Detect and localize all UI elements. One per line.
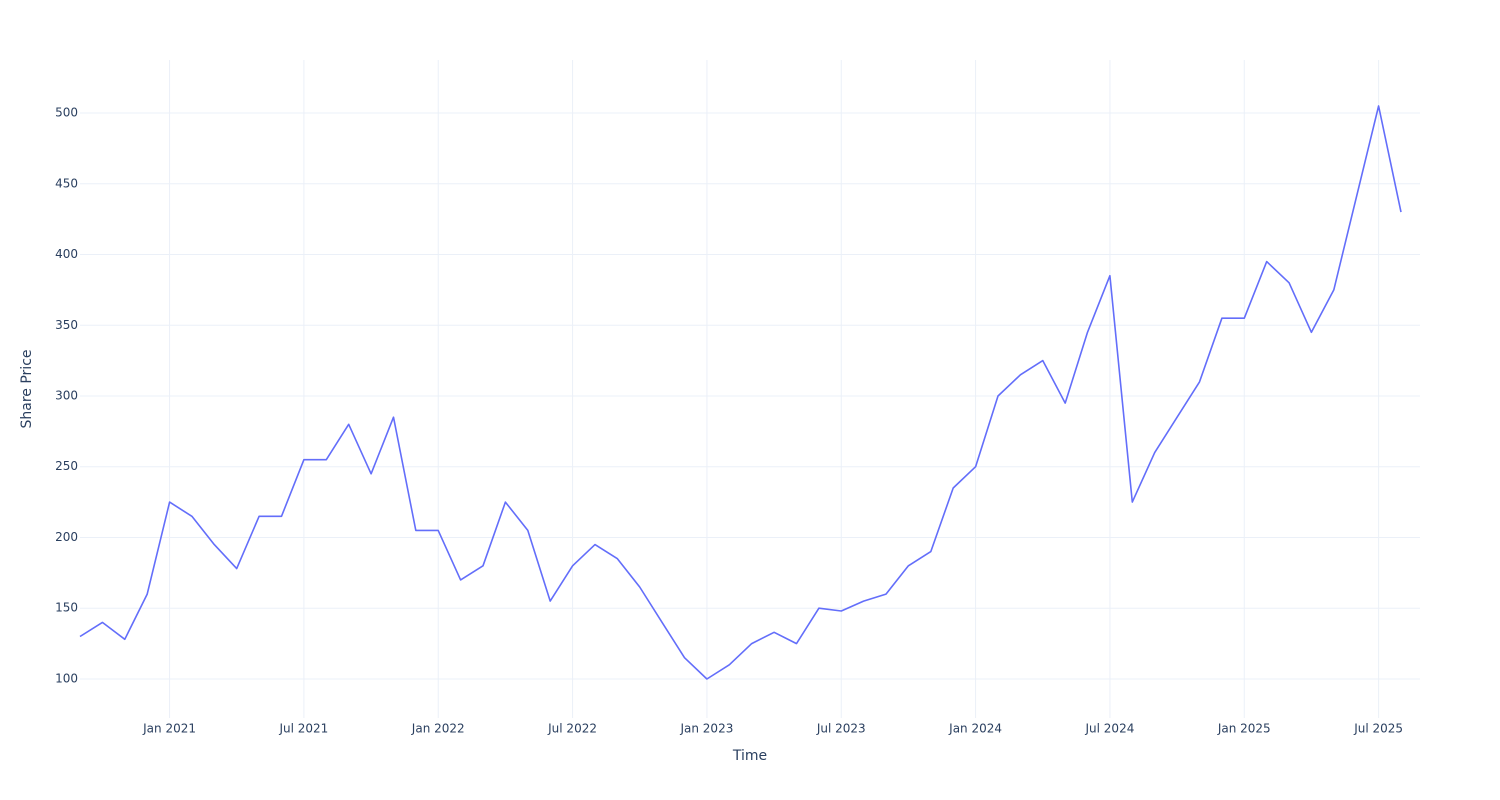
y-tick-label: 350 xyxy=(55,318,78,332)
x-tick-label: Jan 2024 xyxy=(948,722,1002,736)
y-tick-label: 200 xyxy=(55,530,78,544)
price-line xyxy=(79,105,1402,680)
x-tick-label: Jul 2022 xyxy=(547,722,597,736)
y-tick-label: 250 xyxy=(55,459,78,473)
y-tick-label: 450 xyxy=(55,176,78,190)
x-tick-label: Jan 2021 xyxy=(142,722,196,736)
y-tick-label: 150 xyxy=(55,601,78,615)
x-tick-label: Jul 2023 xyxy=(816,722,866,736)
x-tick-label: Jul 2025 xyxy=(1353,722,1403,736)
y-tick-label: 400 xyxy=(55,247,78,261)
x-tick-label: Jul 2021 xyxy=(278,722,328,736)
x-tick-label: Jan 2025 xyxy=(1217,722,1271,736)
y-tick-label: 300 xyxy=(55,389,78,403)
x-axis-title: Time xyxy=(732,748,767,764)
y-axis-title: Share Price xyxy=(19,349,35,428)
x-tick-label: Jul 2024 xyxy=(1085,722,1135,736)
x-tick-label: Jan 2022 xyxy=(411,722,465,736)
y-tick-label: 100 xyxy=(55,671,78,685)
y-tick-label: 500 xyxy=(55,106,78,120)
x-tick-label: Jan 2023 xyxy=(679,722,733,736)
